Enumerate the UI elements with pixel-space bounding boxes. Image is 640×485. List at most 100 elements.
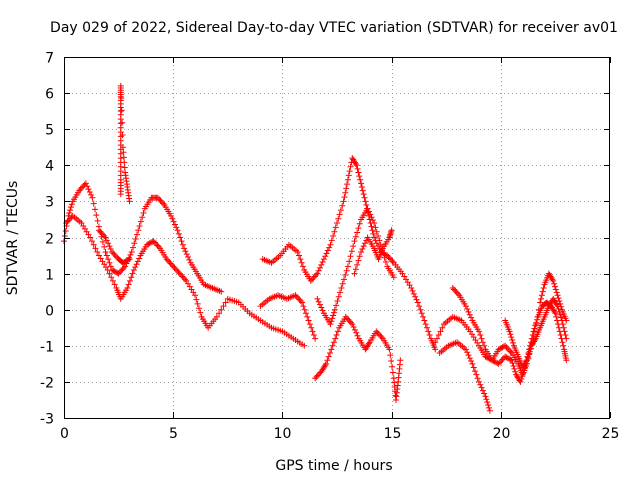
data-point bbox=[382, 259, 389, 266]
data-point bbox=[506, 347, 513, 354]
data-point bbox=[179, 273, 186, 280]
data-point bbox=[133, 261, 140, 268]
data-point bbox=[434, 335, 441, 342]
data-point bbox=[324, 357, 331, 364]
data-point bbox=[94, 217, 101, 224]
data-point bbox=[309, 328, 316, 335]
data-point bbox=[510, 339, 517, 346]
series-trace-3 bbox=[95, 227, 133, 266]
data-point bbox=[334, 298, 341, 305]
data-point bbox=[139, 214, 146, 221]
data-point bbox=[350, 243, 357, 250]
data-point bbox=[464, 349, 471, 356]
data-point bbox=[175, 230, 182, 237]
data-point bbox=[485, 402, 492, 409]
data-point bbox=[346, 258, 353, 265]
data-point bbox=[130, 266, 137, 273]
data-point bbox=[120, 264, 127, 271]
data-point bbox=[176, 270, 183, 277]
data-point bbox=[360, 243, 367, 250]
data-point bbox=[484, 399, 491, 406]
data-point bbox=[216, 310, 223, 317]
data-point bbox=[297, 298, 304, 305]
data-point bbox=[220, 303, 227, 310]
data-point bbox=[347, 163, 354, 170]
data-point bbox=[386, 255, 393, 262]
data-point bbox=[324, 247, 331, 254]
data-point bbox=[353, 162, 360, 169]
data-point bbox=[468, 314, 475, 321]
data-point bbox=[370, 230, 377, 237]
data-point bbox=[300, 303, 307, 310]
data-point bbox=[512, 368, 519, 375]
data-point bbox=[486, 404, 493, 411]
data-point bbox=[355, 225, 362, 232]
data-point bbox=[319, 259, 326, 266]
data-point bbox=[333, 302, 340, 309]
data-point bbox=[540, 285, 547, 292]
data-point bbox=[172, 266, 179, 273]
data-point bbox=[182, 248, 189, 255]
y-tick-label: -3 bbox=[40, 412, 54, 428]
data-point bbox=[166, 259, 173, 266]
data-point bbox=[127, 251, 134, 258]
data-point bbox=[66, 209, 73, 216]
data-point bbox=[462, 346, 469, 353]
data-point bbox=[314, 270, 321, 277]
data-point bbox=[361, 194, 368, 201]
data-point bbox=[486, 407, 493, 414]
data-point bbox=[498, 357, 505, 364]
data-point bbox=[530, 328, 537, 335]
x-tick-label: 5 bbox=[169, 426, 178, 442]
data-point bbox=[355, 169, 362, 176]
data-point bbox=[350, 324, 357, 331]
data-point bbox=[368, 214, 375, 221]
data-point bbox=[526, 348, 533, 355]
data-point bbox=[111, 251, 118, 258]
data-point bbox=[132, 235, 139, 242]
data-point bbox=[559, 321, 566, 328]
data-point bbox=[336, 211, 343, 218]
data-point bbox=[425, 328, 432, 335]
data-point bbox=[494, 360, 501, 367]
data-point bbox=[421, 317, 428, 324]
data-point bbox=[422, 321, 429, 328]
data-point bbox=[347, 319, 354, 326]
data-point bbox=[390, 274, 397, 281]
data-point bbox=[465, 308, 472, 315]
data-point bbox=[355, 257, 362, 264]
data-point bbox=[495, 346, 502, 353]
data-point bbox=[354, 332, 361, 339]
data-point bbox=[90, 200, 97, 207]
data-point bbox=[511, 365, 518, 372]
data-point bbox=[117, 82, 124, 89]
data-point bbox=[504, 355, 511, 362]
data-point bbox=[126, 277, 133, 284]
data-point bbox=[129, 270, 136, 277]
data-point bbox=[343, 267, 350, 274]
data-point bbox=[126, 256, 133, 263]
y-tick-label: 4 bbox=[45, 159, 54, 175]
data-point bbox=[507, 331, 514, 338]
data-point bbox=[552, 310, 559, 317]
data-point bbox=[119, 131, 126, 138]
data-point bbox=[389, 363, 396, 370]
data-point bbox=[473, 371, 480, 378]
data-point bbox=[533, 319, 540, 326]
data-point bbox=[371, 234, 378, 241]
series-trace-11 bbox=[449, 285, 570, 385]
data-point bbox=[498, 344, 505, 351]
data-point bbox=[386, 346, 393, 353]
data-point bbox=[330, 309, 337, 316]
data-point bbox=[388, 357, 395, 364]
data-point bbox=[352, 266, 359, 273]
data-point bbox=[186, 256, 193, 263]
chart-title: Day 029 of 2022, Sidereal Day-to-day VTE… bbox=[50, 20, 618, 36]
data-point bbox=[292, 292, 299, 299]
data-point bbox=[475, 378, 482, 385]
data-point bbox=[294, 248, 301, 255]
x-tick-label: 15 bbox=[384, 426, 402, 442]
y-tick-label: 2 bbox=[45, 232, 54, 248]
data-point bbox=[89, 194, 96, 201]
data-point bbox=[120, 154, 127, 161]
